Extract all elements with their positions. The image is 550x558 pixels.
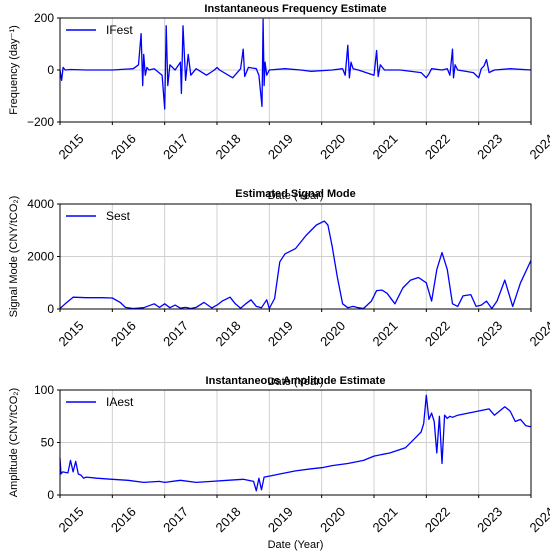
x-tick-label: 2019: [265, 318, 296, 349]
chart-panel-1: Instantaneous Frequency Estimate 200 0 −200…: [8, 3, 550, 202]
series-line-sest: [59, 220, 532, 310]
x-tick-label: 2015: [56, 318, 87, 349]
y-axis-label: Signal Mode (CNY/tCO₂): [8, 196, 20, 318]
y-tick-label: 0: [47, 63, 54, 77]
legend-label: IAest: [106, 395, 134, 409]
series-line-ifest: [59, 18, 532, 110]
x-tick-label: 2018: [213, 318, 244, 349]
x-tick-label: 2015: [56, 131, 87, 162]
x-axis-label: Date (Year): [268, 376, 324, 388]
chart-title: Instantaneous Frequency Estimate: [204, 3, 386, 15]
x-tick-label: 2018: [213, 504, 244, 535]
x-tick-label: 2017: [160, 131, 191, 162]
x-tick-label: 2022: [422, 504, 453, 535]
legend-label: Sest: [106, 209, 131, 223]
x-tick-label: 2016: [108, 318, 139, 349]
x-tick-label: 2021: [370, 318, 401, 349]
y-tick-label: 200: [34, 11, 54, 25]
x-tick-label: 2023: [474, 318, 505, 349]
y-tick-label: 4000: [27, 197, 54, 211]
x-axis-label: Date (Year): [268, 539, 324, 551]
x-tick-label: 2023: [474, 131, 505, 162]
x-tick-label: 2016: [108, 131, 139, 162]
x-tick-label: 2020: [317, 504, 348, 535]
x-tick-label: 2020: [317, 131, 348, 162]
series-line-iaest: [59, 394, 532, 492]
x-tick-label: 2022: [422, 131, 453, 162]
x-tick-label: 2024: [527, 318, 550, 349]
y-tick-label: 0: [47, 302, 54, 316]
x-tick-label: 2022: [422, 318, 453, 349]
x-tick-label: 2020: [317, 318, 348, 349]
y-tick-label: −200: [27, 115, 54, 129]
y-axis-label: Frequency (day⁻¹): [8, 25, 20, 115]
x-tick-label: 2024: [527, 131, 550, 162]
x-tick-label: 2017: [160, 504, 191, 535]
y-tick-label: 2000: [27, 250, 54, 264]
chart-title: Instantaneous Amplitude Estimate: [206, 375, 386, 387]
x-tick-label: 2021: [370, 131, 401, 162]
x-tick-label: 2023: [474, 504, 505, 535]
x-tick-label: 2019: [265, 504, 296, 535]
y-axis-label: Amplitude (CNY/tCO₂): [8, 388, 20, 497]
x-tick-label: 2024: [527, 504, 550, 535]
legend-label: IFest: [106, 23, 133, 37]
x-tick-label: 2015: [56, 504, 87, 535]
x-tick-label: 2019: [265, 131, 296, 162]
x-tick-label: 2017: [160, 318, 191, 349]
x-axis-label: Date (Year): [268, 190, 324, 202]
x-tick-label: 2016: [108, 504, 139, 535]
y-tick-label: 100: [34, 383, 54, 397]
chart-panel-3: Instantaneous Amplitude Estimate10050020…: [8, 375, 550, 551]
y-tick-label: 0: [47, 488, 54, 502]
chart-title: Estimated Signal Mode: [235, 188, 355, 200]
y-tick-label: 50: [41, 436, 55, 450]
x-tick-label: 2021: [370, 504, 401, 535]
x-tick-label: 2018: [213, 131, 244, 162]
